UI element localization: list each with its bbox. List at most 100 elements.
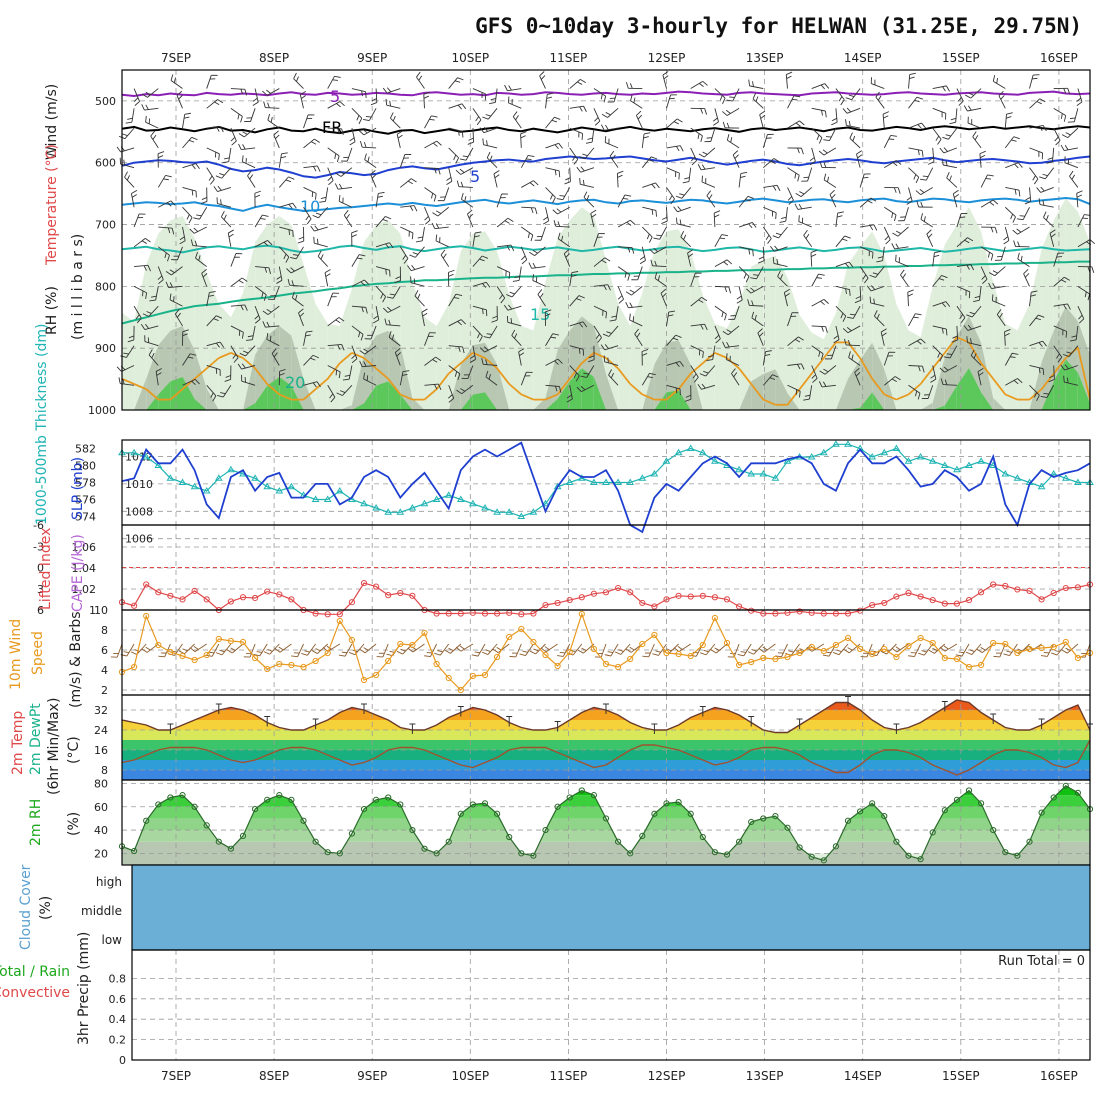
- barb-feather: [605, 112, 611, 116]
- upper-wind-barb: [666, 187, 675, 205]
- barb-feather: [650, 156, 658, 160]
- upper-wind-barb: [579, 177, 595, 188]
- barb-feather: [254, 315, 259, 320]
- upper-wind-barb: [351, 108, 363, 125]
- barb-feather: [436, 140, 442, 146]
- surface-warm-contour: [883, 393, 897, 401]
- surface-warm-contour: [568, 362, 583, 380]
- barb-staff: [956, 213, 962, 228]
- barb-feather: [590, 209, 597, 214]
- upper-wind-barb: [472, 305, 488, 317]
- wind10m-speed-line-point: [941, 654, 948, 662]
- barb-feather: [733, 372, 738, 378]
- upper-wind-barb: [431, 222, 449, 230]
- barb-feather: [228, 229, 234, 234]
- barb-staff: [243, 127, 256, 138]
- barb-feather: [437, 200, 445, 202]
- barb-feather: [411, 265, 416, 270]
- wind10m-speed-line-point: [348, 636, 355, 644]
- barb-feather: [578, 322, 583, 328]
- upper-wind-barb: [967, 116, 982, 129]
- upper-wind-barb: [1053, 276, 1070, 287]
- barb-feather: [571, 271, 579, 273]
- rh-shade-light: [1005, 323, 1018, 410]
- barb-feather: [821, 326, 824, 332]
- barb-staff: [307, 643, 316, 656]
- barb-staff: [440, 254, 450, 267]
- upper-wind-barb: [859, 266, 869, 284]
- wind10m-barbs-label: (m/s) & Barbs: [68, 611, 84, 708]
- barb-staff: [932, 107, 946, 114]
- barb-feather: [1043, 211, 1047, 218]
- barb-feather: [529, 182, 535, 187]
- upper-wind-barb: [690, 272, 702, 287]
- barb-staff: [920, 187, 933, 196]
- barb-feather: [457, 130, 460, 136]
- upper-wind-barb: [625, 286, 643, 296]
- barb-staff: [120, 147, 135, 153]
- lifted-index-line-point: [965, 596, 973, 604]
- barb-staff: [396, 134, 401, 148]
- barb-staff: [613, 88, 619, 103]
- barb-feather: [577, 649, 584, 654]
- barb-feather: [668, 310, 676, 313]
- barb-staff: [370, 174, 377, 188]
- barb-feather: [825, 136, 832, 138]
- barb-feather: [508, 85, 512, 91]
- barb-feather: [244, 304, 248, 311]
- upper-wind-barb: [576, 384, 595, 393]
- barb-feather: [291, 291, 295, 298]
- rh-shade-mid: [848, 359, 861, 410]
- barb-feather: [775, 232, 782, 236]
- upper-wind-barb: [728, 305, 740, 320]
- precip-tick: 0.2: [109, 1034, 127, 1047]
- slp-line: [121, 441, 1091, 534]
- thickness-line-point: [251, 474, 259, 481]
- barb-feather: [989, 201, 995, 206]
- barb-feather: [799, 391, 801, 398]
- barb-feather: [740, 651, 746, 653]
- barb-feather: [917, 124, 922, 129]
- upper-wind-barb: [521, 180, 539, 188]
- barb-feather: [893, 187, 897, 193]
- barb-staff: [714, 325, 721, 339]
- barb-staff: [1053, 325, 1067, 332]
- barb-feather: [240, 88, 244, 95]
- barb-staff: [732, 154, 740, 168]
- barb-feather: [338, 183, 343, 189]
- rh-shade-high: [581, 368, 594, 410]
- barb-staff: [494, 88, 498, 103]
- barb-feather: [249, 174, 254, 180]
- contour-label: 20: [285, 373, 305, 392]
- barb-feather: [439, 237, 441, 243]
- barb-staff: [532, 280, 546, 287]
- upper-wind-barb: [811, 273, 825, 287]
- barb-feather: [719, 95, 723, 101]
- barb-feather: [794, 173, 797, 179]
- barb-feather: [924, 394, 930, 396]
- barb-feather: [1057, 356, 1063, 363]
- wind10m-barb: [359, 643, 377, 654]
- barb-feather: [134, 649, 140, 652]
- barb-feather: [837, 215, 843, 218]
- barb-staff: [666, 187, 675, 200]
- upper-wind-barb: [424, 115, 438, 129]
- wind10m-speed-line-point: [179, 652, 186, 660]
- barb-staff: [1043, 217, 1055, 228]
- upper-wind-barb: [1069, 325, 1079, 342]
- upper-wind-barb: [278, 176, 295, 188]
- rh-line-point: [324, 849, 331, 856]
- barb-staff: [230, 325, 244, 333]
- barb-feather: [777, 270, 781, 277]
- barb-feather: [469, 359, 476, 363]
- barb-feather: [818, 137, 823, 144]
- barb-feather: [464, 196, 467, 202]
- upper-wind-barb: [182, 329, 189, 346]
- upper-wind-barb: [133, 285, 148, 300]
- barb-feather: [187, 356, 194, 359]
- barb-feather: [179, 240, 186, 245]
- upper-wind-barb: [384, 318, 401, 327]
- upper-wind-barb: [731, 368, 740, 386]
- upper-wind-barb: [241, 374, 256, 386]
- rh-shade-high: [364, 385, 377, 410]
